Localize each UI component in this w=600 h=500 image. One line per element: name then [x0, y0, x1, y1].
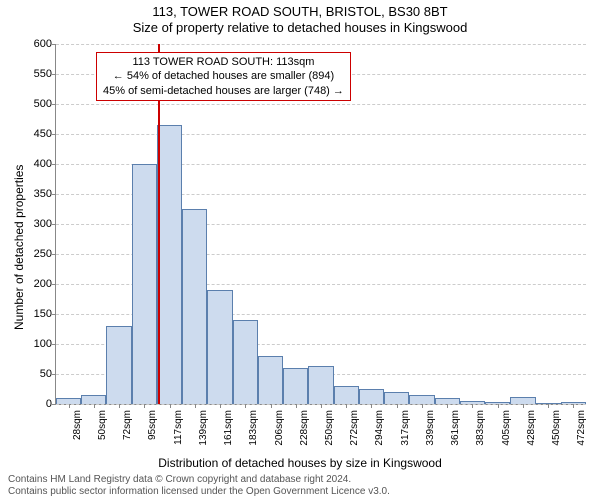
x-tick-label: 472sqm	[576, 410, 587, 446]
x-tick-mark	[573, 404, 574, 408]
bar	[258, 356, 283, 404]
y-tick-label: 600	[34, 38, 52, 50]
x-tick-mark	[397, 404, 398, 408]
y-tick-mark	[52, 374, 56, 375]
x-tick-label: 228sqm	[299, 410, 310, 446]
annotation-box: 113 TOWER ROAD SOUTH: 113sqm← 54% of det…	[96, 52, 351, 101]
y-tick-label: 100	[34, 338, 52, 350]
chart-container: 113, TOWER ROAD SOUTH, BRISTOL, BS30 8BT…	[0, 0, 600, 500]
bar	[182, 209, 207, 404]
y-tick-label: 550	[34, 68, 52, 80]
x-tick-mark	[321, 404, 322, 408]
y-tick-label: 350	[34, 188, 52, 200]
annotation-line: 113 TOWER ROAD SOUTH: 113sqm	[103, 55, 344, 69]
y-tick-mark	[52, 44, 56, 45]
gridline	[56, 134, 586, 135]
bar	[106, 326, 131, 404]
x-tick-mark	[422, 404, 423, 408]
x-tick-mark	[447, 404, 448, 408]
annotation-line: 45% of semi-detached houses are larger (…	[103, 84, 344, 98]
x-tick-label: 161sqm	[223, 410, 234, 446]
bar	[132, 164, 157, 404]
x-tick-mark	[170, 404, 171, 408]
x-tick-mark	[69, 404, 70, 408]
chart-title-line1: 113, TOWER ROAD SOUTH, BRISTOL, BS30 8BT	[0, 4, 600, 19]
y-tick-mark	[52, 104, 56, 105]
y-tick-mark	[52, 224, 56, 225]
bar	[409, 395, 434, 404]
x-tick-label: 450sqm	[551, 410, 562, 446]
plot-area: 05010015020025030035040045050055060028sq…	[55, 44, 586, 405]
x-tick-mark	[94, 404, 95, 408]
bar	[157, 125, 182, 404]
x-tick-label: 28sqm	[72, 410, 83, 440]
bar	[81, 395, 106, 404]
x-tick-mark	[548, 404, 549, 408]
y-tick-label: 400	[34, 158, 52, 170]
x-tick-label: 317sqm	[400, 410, 411, 446]
chart-title-line2: Size of property relative to detached ho…	[0, 20, 600, 35]
x-tick-label: 339sqm	[425, 410, 436, 446]
bar	[359, 389, 384, 404]
x-tick-label: 272sqm	[349, 410, 360, 446]
x-tick-label: 206sqm	[274, 410, 285, 446]
bar	[283, 368, 308, 404]
y-tick-mark	[52, 134, 56, 135]
bar	[233, 320, 258, 404]
gridline	[56, 44, 586, 45]
y-tick-mark	[52, 284, 56, 285]
bar	[308, 366, 333, 404]
y-tick-label: 200	[34, 278, 52, 290]
footer-line1: Contains HM Land Registry data © Crown c…	[8, 474, 390, 486]
x-tick-mark	[144, 404, 145, 408]
y-tick-mark	[52, 164, 56, 165]
x-tick-mark	[523, 404, 524, 408]
x-tick-mark	[371, 404, 372, 408]
x-axis-label: Distribution of detached houses by size …	[0, 456, 600, 470]
y-tick-label: 250	[34, 248, 52, 260]
x-tick-mark	[346, 404, 347, 408]
bar	[334, 386, 359, 404]
y-tick-label: 50	[40, 368, 52, 380]
x-tick-mark	[220, 404, 221, 408]
y-tick-label: 450	[34, 128, 52, 140]
y-tick-mark	[52, 314, 56, 315]
y-tick-label: 300	[34, 218, 52, 230]
bar	[384, 392, 409, 404]
gridline	[56, 104, 586, 105]
x-tick-label: 139sqm	[198, 410, 209, 446]
y-tick-mark	[52, 254, 56, 255]
x-tick-label: 183sqm	[248, 410, 259, 446]
x-tick-label: 50sqm	[97, 410, 108, 440]
x-tick-label: 294sqm	[374, 410, 385, 446]
y-tick-mark	[52, 404, 56, 405]
bar	[510, 397, 535, 404]
bar	[207, 290, 232, 404]
x-tick-label: 95sqm	[147, 410, 158, 440]
x-tick-mark	[472, 404, 473, 408]
y-tick-mark	[52, 74, 56, 75]
x-tick-mark	[271, 404, 272, 408]
x-tick-mark	[498, 404, 499, 408]
y-tick-mark	[52, 194, 56, 195]
x-tick-label: 72sqm	[122, 410, 133, 440]
y-tick-label: 150	[34, 308, 52, 320]
footer-line2: Contains public sector information licen…	[8, 486, 390, 498]
x-tick-mark	[245, 404, 246, 408]
x-tick-label: 250sqm	[324, 410, 335, 446]
x-tick-label: 383sqm	[475, 410, 486, 446]
x-tick-mark	[195, 404, 196, 408]
y-tick-label: 500	[34, 98, 52, 110]
x-tick-label: 405sqm	[501, 410, 512, 446]
y-axis-label: Number of detached properties	[12, 165, 26, 330]
x-tick-mark	[296, 404, 297, 408]
y-tick-mark	[52, 344, 56, 345]
footer-text: Contains HM Land Registry data © Crown c…	[8, 474, 390, 498]
x-tick-mark	[119, 404, 120, 408]
x-tick-label: 117sqm	[173, 410, 184, 445]
x-tick-label: 428sqm	[526, 410, 537, 446]
annotation-line: ← 54% of detached houses are smaller (89…	[103, 69, 344, 83]
x-tick-label: 361sqm	[450, 410, 461, 446]
